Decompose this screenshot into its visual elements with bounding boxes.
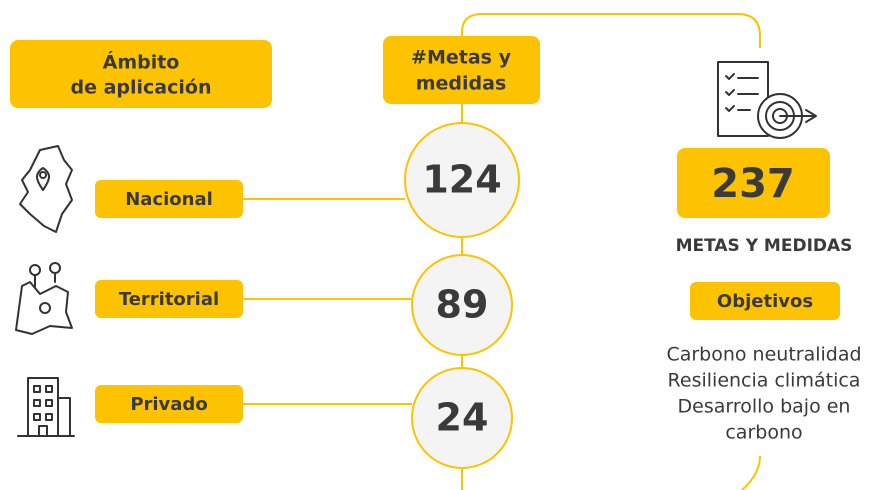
objective-item: Resiliencia climática [668, 370, 861, 392]
value-circle [411, 254, 513, 356]
row-value: 89 [436, 283, 489, 327]
objective-item: carbono [725, 422, 802, 444]
total-value: 237 [711, 161, 795, 207]
row-label: Nacional [125, 189, 213, 210]
building-icon [17, 377, 75, 437]
objective-item: Carbono neutralidad [666, 344, 861, 366]
total-label: METAS Y MEDIDAS [676, 236, 853, 256]
header-box [10, 40, 272, 108]
header-text: de aplicación [71, 77, 212, 99]
objective-item: Desarrollo bajo en [678, 396, 851, 418]
header-text: Ámbito [103, 51, 180, 74]
connector [461, 13, 761, 48]
row-value: 124 [422, 158, 501, 202]
value-circle [404, 122, 520, 238]
value-circle [411, 367, 513, 469]
row-label: Territorial [119, 289, 219, 310]
label-box [95, 385, 243, 423]
header-box [383, 36, 540, 104]
map-icon [19, 145, 73, 233]
target-icon [717, 61, 817, 139]
objectives-box [690, 282, 840, 320]
total-box [677, 148, 830, 218]
label-box [95, 180, 243, 218]
objectives-title: Objetivos [717, 291, 813, 312]
row-label: Privado [130, 394, 207, 415]
label-box [95, 280, 243, 318]
header-text: medidas [416, 73, 507, 95]
row-value: 24 [436, 396, 489, 440]
connector [461, 455, 761, 490]
header-text: #Metas y [411, 47, 512, 69]
territory-icon [15, 262, 73, 335]
